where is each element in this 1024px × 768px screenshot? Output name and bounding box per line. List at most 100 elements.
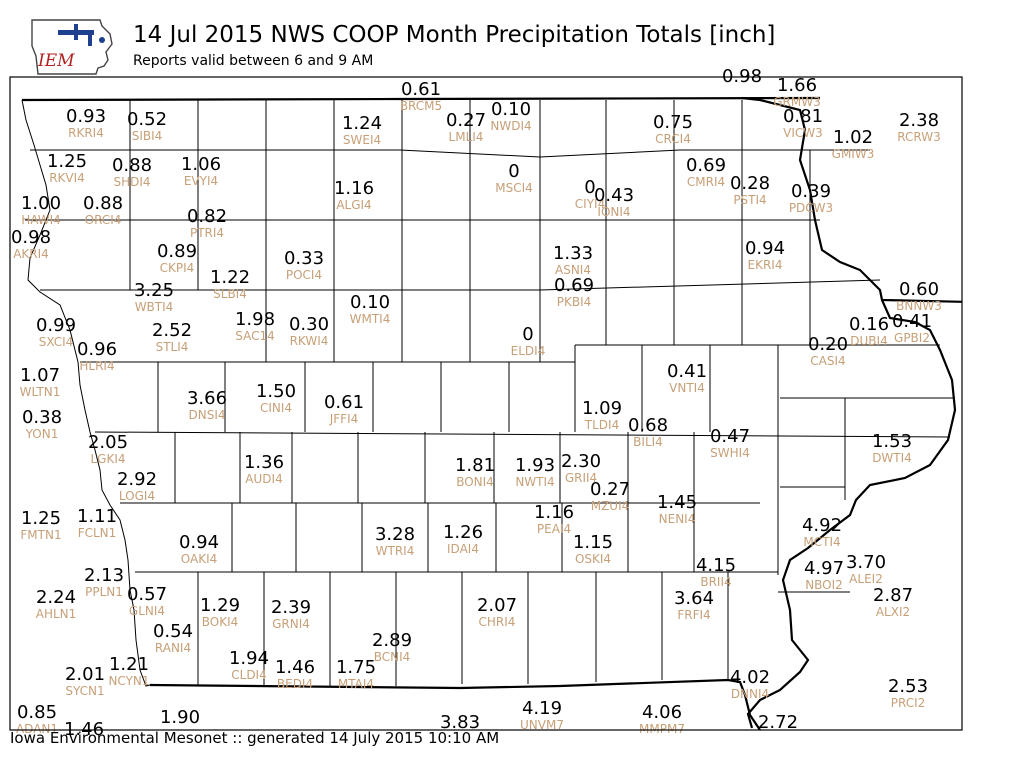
station-id: SLBI4	[213, 287, 247, 301]
station-id: HLRI4	[79, 359, 114, 373]
precip-value: 0.47	[710, 426, 750, 447]
station-id: CMRI4	[687, 175, 725, 189]
precip-value: 0.41	[667, 361, 707, 382]
station-id: JFFI4	[329, 412, 359, 426]
precip-value: 0.28	[730, 173, 770, 194]
station-id: WBTI4	[135, 300, 174, 314]
station-id: GLNI4	[129, 604, 165, 618]
station-id: NENI4	[659, 512, 696, 526]
station-id: WTRI4	[376, 544, 415, 558]
station-id: POCI4	[286, 268, 322, 282]
precip-value: 3.70	[846, 552, 886, 573]
precip-value: 0.99	[36, 315, 76, 336]
precip-value-unlabeled: 3.83	[440, 712, 480, 733]
precip-value: 1.16	[334, 178, 374, 199]
station-id: SAC14	[235, 329, 275, 343]
station-id: ORCI4	[85, 213, 122, 227]
precip-value: 0.88	[112, 155, 152, 176]
precip-value: 0.41	[892, 311, 932, 332]
precip-value: 1.00	[21, 193, 61, 214]
precip-value: 0.57	[127, 584, 167, 605]
station-id: GRMW3	[773, 95, 821, 109]
station-id: WMTI4	[350, 312, 391, 326]
station-id: SIBI4	[132, 129, 163, 143]
precip-value: 1.66	[777, 75, 817, 96]
station-id: PRCI2	[891, 696, 926, 710]
station-id: PDCW3	[789, 201, 833, 215]
precip-value: 0.68	[628, 415, 668, 436]
precip-value: 2.92	[117, 469, 157, 490]
precip-value: 0.38	[22, 407, 62, 428]
precip-value: 2.07	[477, 595, 517, 616]
precip-value: 4.06	[642, 702, 682, 723]
precip-value: 1.11	[77, 506, 117, 527]
precip-value: 1.24	[342, 113, 382, 134]
station-id: ADAN1	[16, 722, 58, 736]
precip-value: 0.81	[783, 106, 823, 127]
station-id: AHLN1	[36, 607, 77, 621]
station-id: LGKI4	[90, 452, 125, 466]
precip-value: 0.93	[66, 106, 106, 127]
station-id: LMLI4	[449, 130, 484, 144]
precip-value: 3.66	[187, 388, 227, 409]
precip-value: 1.21	[109, 654, 149, 675]
station-id: CKPI4	[160, 261, 195, 275]
precip-value: 0.88	[83, 193, 123, 214]
station-id: SXCI4	[39, 335, 74, 349]
precip-value: 1.36	[244, 452, 284, 473]
station-id: NCYN1	[108, 674, 149, 688]
station-id: OSKI4	[575, 552, 611, 566]
precip-value: 0.61	[324, 392, 364, 413]
station-id: BOKI4	[202, 615, 239, 629]
station-id: RKWI4	[290, 334, 329, 348]
station-id: DUBI4	[850, 334, 887, 348]
precip-value: 1.93	[515, 455, 555, 476]
precip-value: 0	[584, 177, 595, 198]
station-id: SYCN1	[65, 684, 104, 698]
station-id: BONI4	[456, 475, 494, 489]
page-subtitle: Reports valid between 6 and 9 AM	[133, 53, 374, 69]
precip-value: 1.94	[229, 648, 269, 669]
station-id: FCLN1	[78, 526, 117, 540]
station-id: VNTI4	[669, 381, 705, 395]
precip-value: 0.98	[11, 227, 51, 248]
station-id: ASNI4	[555, 263, 591, 277]
station-id: NWDI4	[490, 119, 531, 133]
precip-value: 0	[522, 324, 533, 345]
station-id: RKVI4	[49, 171, 85, 185]
precip-value: 3.28	[375, 524, 415, 545]
precip-value: 0.82	[187, 206, 227, 227]
